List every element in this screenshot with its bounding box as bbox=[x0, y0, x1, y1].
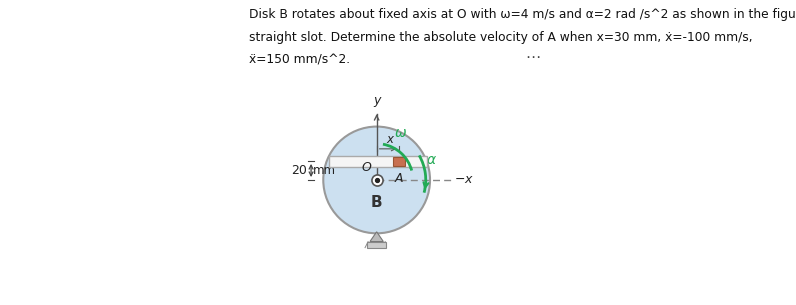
Text: $\alpha$: $\alpha$ bbox=[426, 153, 437, 167]
Text: A: A bbox=[395, 172, 404, 185]
Text: ẍ=150 mm/s^2.: ẍ=150 mm/s^2. bbox=[249, 53, 350, 66]
Text: mm: mm bbox=[313, 164, 336, 177]
Text: Disk B rotates about fixed axis at O with ω=4 m/s and α=2 rad /s^2 as shown in t: Disk B rotates about fixed axis at O wit… bbox=[249, 8, 796, 21]
Polygon shape bbox=[370, 232, 384, 242]
Text: $\omega$: $\omega$ bbox=[394, 126, 407, 140]
Text: ⋯: ⋯ bbox=[525, 50, 540, 65]
Text: x: x bbox=[386, 133, 393, 146]
Bar bbox=[330, 156, 427, 167]
Text: straight slot. Determine the absolute velocity of A when x=30 mm, ẋ=-100 mm/s,: straight slot. Determine the absolute ve… bbox=[249, 30, 753, 44]
Bar bbox=[393, 156, 405, 166]
Text: $-x$: $-x$ bbox=[454, 174, 474, 186]
Text: y: y bbox=[373, 94, 380, 107]
Text: 20: 20 bbox=[291, 164, 307, 177]
Text: O: O bbox=[361, 161, 372, 174]
Bar bbox=[367, 242, 386, 248]
Text: B: B bbox=[371, 195, 382, 210]
Circle shape bbox=[323, 127, 430, 233]
